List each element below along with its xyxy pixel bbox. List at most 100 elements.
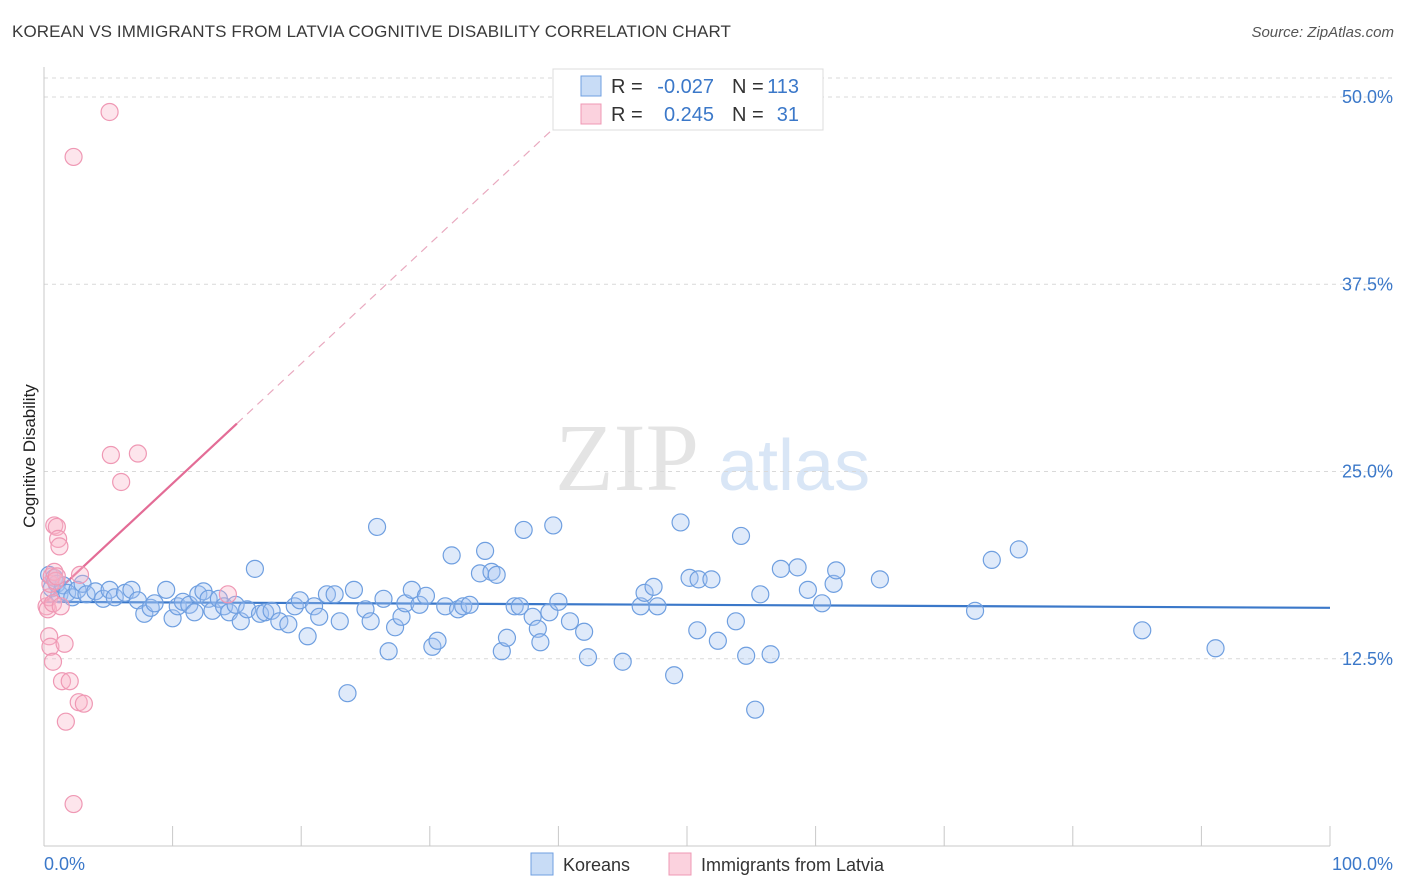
trend-line-latvia-extrapolated xyxy=(236,111,572,425)
point-koreans xyxy=(214,597,234,616)
y-tick-label: 50.0% xyxy=(1342,87,1393,107)
point-koreans xyxy=(285,597,304,616)
point-koreans xyxy=(635,583,654,602)
point-koreans xyxy=(492,642,511,661)
point-koreans xyxy=(367,517,387,537)
point-koreans xyxy=(771,559,790,578)
point-koreans xyxy=(325,585,344,604)
point-koreans xyxy=(1133,621,1152,640)
point-koreans xyxy=(163,609,182,628)
point-latvia xyxy=(55,634,74,653)
point-koreans xyxy=(726,612,745,631)
point-koreans xyxy=(731,526,751,546)
point-koreans xyxy=(356,600,375,619)
point-koreans xyxy=(379,642,398,661)
legend-n-value-koreans: 113 xyxy=(767,76,799,98)
point-koreans xyxy=(122,580,141,599)
point-koreans xyxy=(374,589,393,608)
point-latvia xyxy=(49,529,68,549)
point-koreans xyxy=(531,633,550,652)
point-latvia xyxy=(41,637,60,656)
y-tick-label: 25.0% xyxy=(1342,462,1393,482)
source-attribution: Source: ZipAtlas.com xyxy=(1251,24,1394,41)
legend-bottom-swatch-koreans xyxy=(530,852,554,876)
y-tick-label: 37.5% xyxy=(1342,274,1393,294)
legend-r-value-koreans: -0.027 xyxy=(657,76,714,98)
point-latvia xyxy=(41,574,60,593)
point-koreans xyxy=(157,580,176,599)
point-latvia xyxy=(43,652,63,671)
trend-line-latvia xyxy=(43,422,238,605)
point-koreans xyxy=(827,561,846,580)
point-koreans xyxy=(523,607,542,626)
point-latvia xyxy=(64,794,83,814)
point-latvia xyxy=(64,147,83,167)
data-points xyxy=(37,102,1225,814)
point-koreans xyxy=(648,597,667,616)
point-latvia xyxy=(52,672,72,691)
point-koreans xyxy=(454,597,473,616)
point-koreans xyxy=(514,520,533,540)
point-koreans xyxy=(330,612,349,631)
x-tick-label-max: 100.0% xyxy=(1332,854,1393,874)
point-koreans xyxy=(338,684,357,703)
legend-top: R = -0.027 N = 113 R = 0.245 N = 31 xyxy=(552,68,824,131)
legend-r-label-latvia: R = xyxy=(611,104,643,126)
point-koreans xyxy=(298,627,317,646)
axes: 12.5% 25.0% 37.5% 50.0% xyxy=(43,67,1393,847)
point-koreans xyxy=(344,580,364,599)
point-koreans xyxy=(560,612,580,631)
point-koreans xyxy=(644,577,663,596)
chart-title: KOREAN VS IMMIGRANTS FROM LATVIA COGNITI… xyxy=(12,22,732,41)
point-koreans xyxy=(482,562,501,581)
point-koreans xyxy=(105,588,124,607)
point-latvia xyxy=(101,445,120,465)
point-latvia xyxy=(218,585,237,604)
legend-r-value-latvia: 0.245 xyxy=(664,104,714,126)
point-koreans xyxy=(549,592,568,611)
point-koreans xyxy=(279,615,298,634)
point-koreans xyxy=(317,585,337,604)
watermark-zip: ZIP xyxy=(555,404,699,511)
point-koreans xyxy=(189,585,208,604)
point-latvia xyxy=(74,694,93,713)
point-koreans xyxy=(505,597,524,616)
point-koreans xyxy=(475,541,495,560)
point-koreans xyxy=(94,589,113,608)
point-koreans xyxy=(575,622,594,641)
point-latvia xyxy=(70,565,90,584)
point-koreans xyxy=(812,594,832,613)
point-koreans xyxy=(460,595,479,614)
point-koreans xyxy=(410,595,429,614)
legend-swatch-koreans xyxy=(580,75,602,97)
point-latvia xyxy=(60,672,79,691)
point-koreans xyxy=(746,700,765,719)
point-koreans xyxy=(428,631,447,650)
grid-lines xyxy=(44,77,1392,660)
point-latvia xyxy=(128,444,147,463)
point-latvia xyxy=(100,102,119,122)
legend-bottom-label-latvia: Immigrants from Latvia xyxy=(701,855,885,875)
point-koreans xyxy=(423,637,442,656)
point-koreans xyxy=(613,652,632,671)
point-koreans xyxy=(982,550,1001,569)
point-latvia xyxy=(56,712,75,731)
trend-line-koreans xyxy=(43,600,1331,609)
point-koreans xyxy=(245,559,265,578)
trend-lines xyxy=(43,111,1331,609)
point-koreans xyxy=(689,570,708,589)
y-tick-label: 12.5% xyxy=(1342,649,1393,669)
point-koreans xyxy=(487,565,506,584)
point-latvia xyxy=(51,597,70,616)
point-koreans xyxy=(708,631,727,650)
point-koreans xyxy=(256,603,275,622)
point-koreans xyxy=(751,585,770,604)
point-koreans xyxy=(185,603,204,622)
point-koreans xyxy=(798,580,817,599)
point-koreans xyxy=(385,618,405,637)
point-koreans xyxy=(304,597,324,616)
point-koreans xyxy=(86,582,105,601)
point-koreans xyxy=(578,648,598,667)
legend-bottom-label-koreans: Koreans xyxy=(563,855,630,875)
legend-bottom: Koreans Immigrants from Latvia xyxy=(530,852,885,876)
